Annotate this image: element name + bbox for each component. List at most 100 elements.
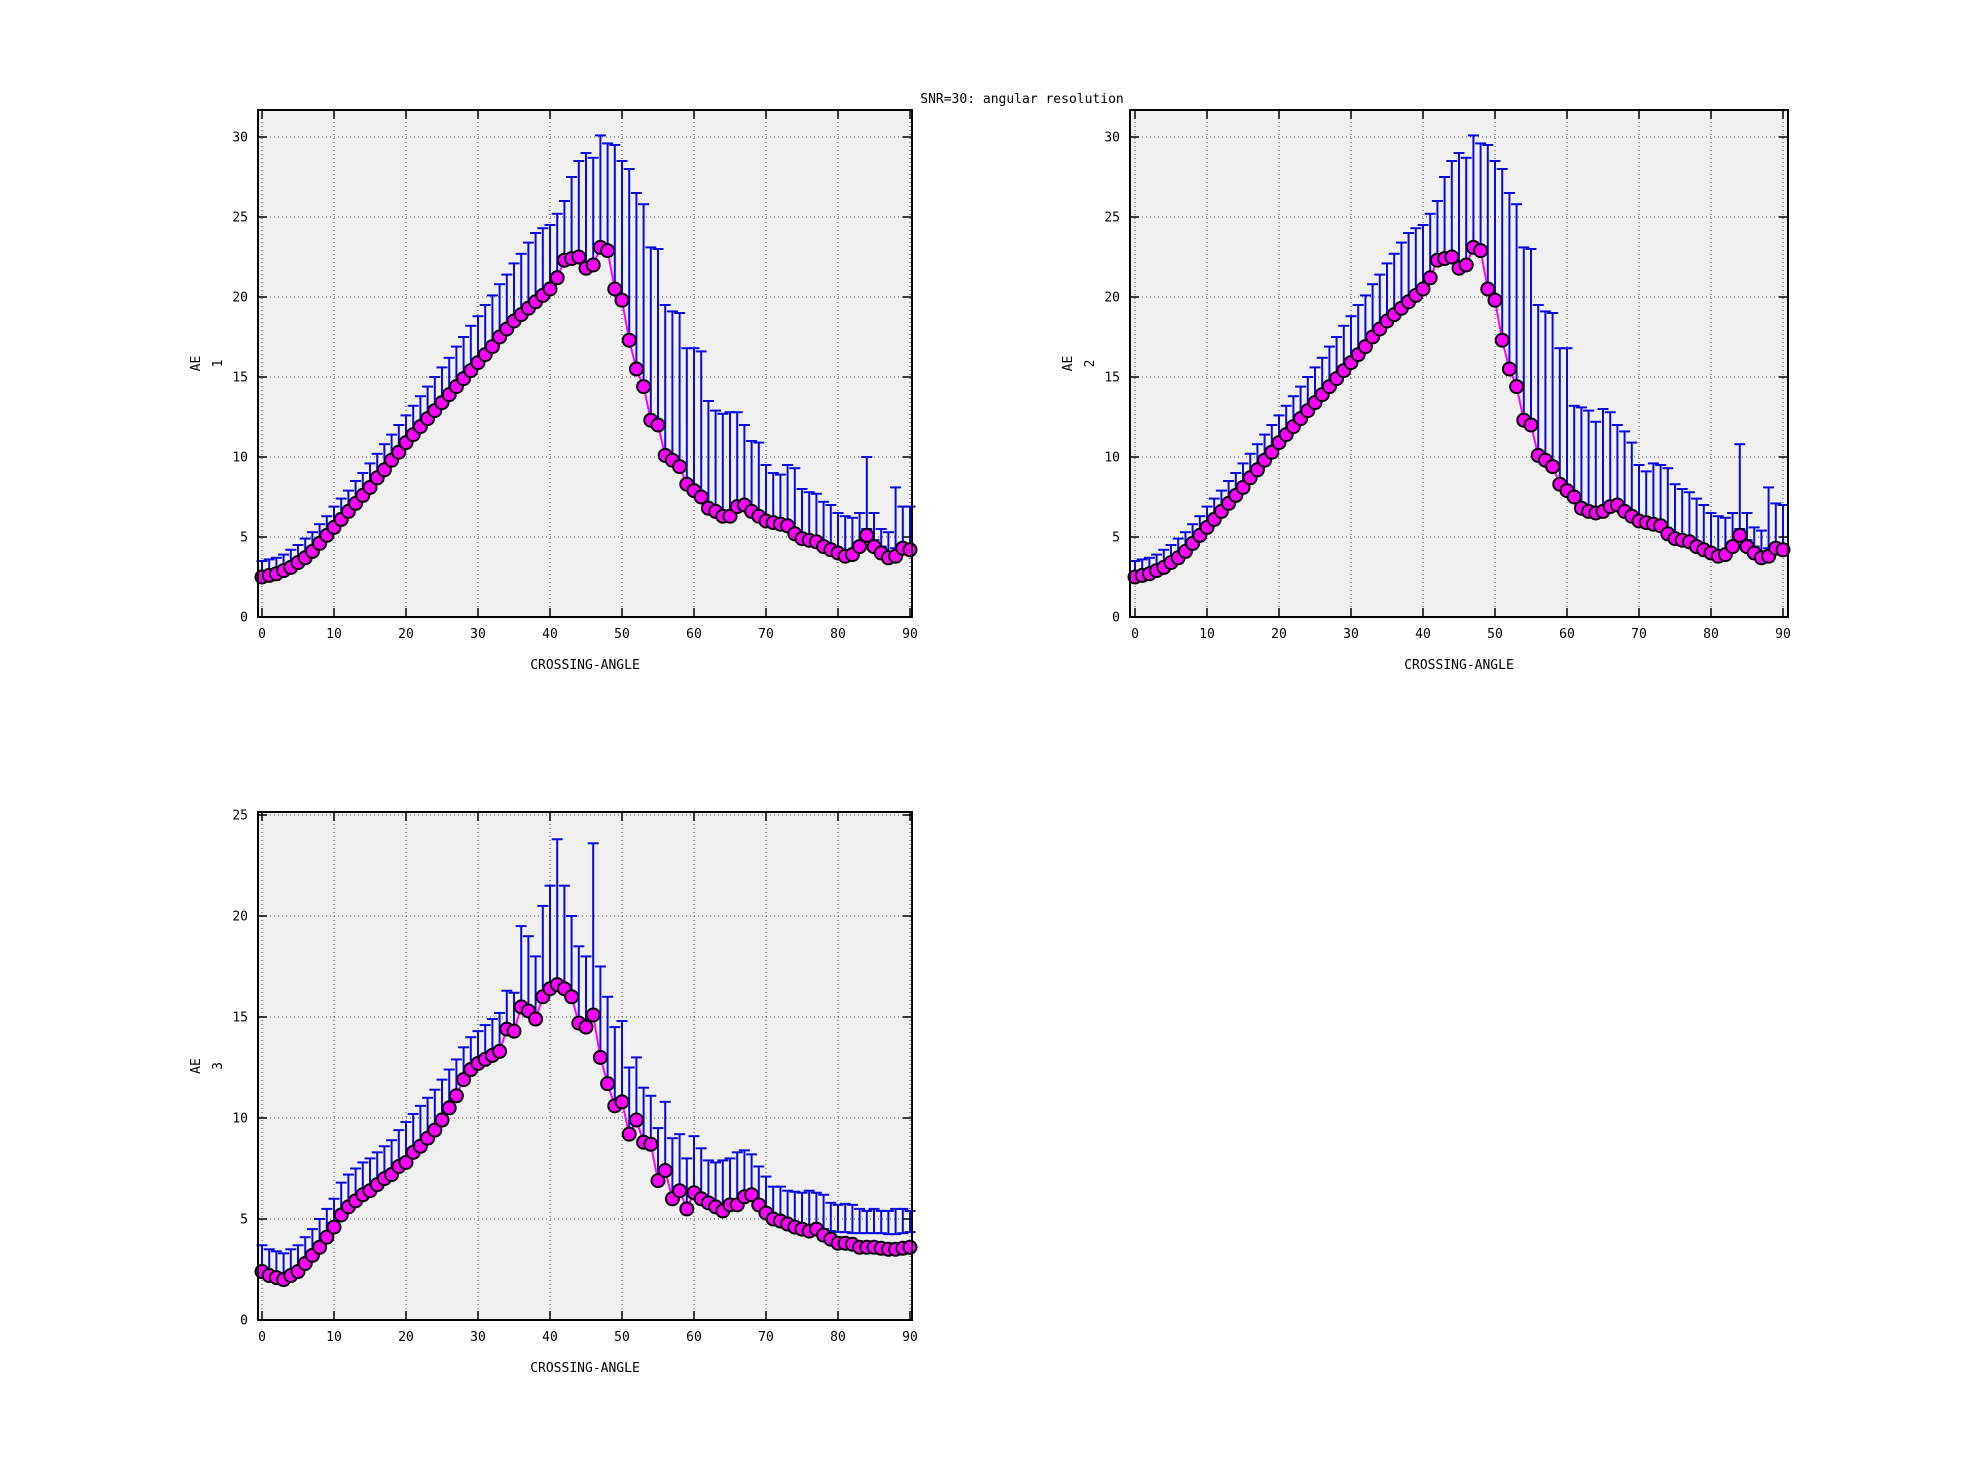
data-point <box>859 527 875 543</box>
data-point <box>506 1023 522 1039</box>
x-tick-label: 80 <box>830 627 846 642</box>
data-point <box>607 281 623 297</box>
data-point <box>621 1126 637 1142</box>
figure-title: SNR=30: angular resolution <box>920 92 1124 107</box>
data-point <box>600 243 616 259</box>
data-point <box>1494 332 1510 348</box>
data-point <box>1545 459 1561 475</box>
data-point <box>571 249 587 265</box>
data-point <box>578 1019 594 1035</box>
data-point <box>902 1239 918 1255</box>
data-point <box>1523 417 1539 433</box>
x-tick-label: 90 <box>902 1330 918 1345</box>
plot-border <box>257 109 913 618</box>
data-point <box>621 332 637 348</box>
y-tick-label: 10 <box>1104 451 1120 466</box>
data-point <box>427 1122 443 1138</box>
y-tick-label: 25 <box>1104 211 1120 226</box>
x-tick-label: 90 <box>902 627 918 642</box>
data-point <box>1487 292 1503 308</box>
data-point <box>1480 281 1496 297</box>
data-point <box>542 281 558 297</box>
y-tick-label: 15 <box>232 371 248 386</box>
data-point <box>672 459 688 475</box>
data-point <box>564 989 580 1005</box>
x-tick-label: 10 <box>326 1330 342 1345</box>
y-tick-label: 30 <box>1104 131 1120 146</box>
y-tick-label: 10 <box>232 1112 248 1127</box>
data-point <box>1415 281 1431 297</box>
data-point <box>441 1100 457 1116</box>
data-point <box>600 1076 616 1092</box>
data-point <box>434 1112 450 1128</box>
x-tick-label: 20 <box>398 627 414 642</box>
data-point <box>643 1136 659 1152</box>
data-point <box>492 1043 508 1059</box>
y-axis-label: AE 2 <box>1061 356 1098 372</box>
x-tick-label: 20 <box>398 1330 414 1345</box>
x-tick-label: 30 <box>470 627 486 642</box>
x-tick-label: 40 <box>1415 627 1431 642</box>
x-tick-label: 60 <box>686 1330 702 1345</box>
data-point <box>1732 527 1748 543</box>
x-tick-label: 80 <box>1703 627 1719 642</box>
data-point <box>650 1173 666 1189</box>
x-tick-label: 60 <box>686 627 702 642</box>
x-tick-label: 50 <box>614 1330 630 1345</box>
data-point <box>657 1163 673 1179</box>
plot-ae3: 0 10 20 30 40 50 60 70 80 90 0 5 10 15 20 25 CROSSING-AN… <box>189 809 918 1377</box>
y-tick-label: 20 <box>232 910 248 925</box>
data-point <box>592 1049 608 1065</box>
x-tick-label: 0 <box>258 627 266 642</box>
data-point <box>585 257 601 273</box>
data-point <box>1473 243 1489 259</box>
x-tick-label: 70 <box>758 1330 774 1345</box>
x-tick-label: 30 <box>1343 627 1359 642</box>
data-point <box>398 1154 414 1170</box>
y-tick-label: 25 <box>232 809 248 824</box>
y-tick-label: 20 <box>1104 291 1120 306</box>
data-point <box>852 539 868 555</box>
y-tick-label: 5 <box>240 1213 248 1228</box>
data-point <box>650 417 666 433</box>
x-tick-label: 70 <box>1631 627 1647 642</box>
y-tick-label: 0 <box>1112 611 1120 626</box>
data-point <box>679 1201 695 1217</box>
x-tick-label: 40 <box>542 1330 558 1345</box>
data-point <box>456 1072 472 1088</box>
plot-ae1: 0 10 20 30 40 50 60 70 80 90 0 5 10 15 20 25 30 CROSSING-… <box>189 109 918 673</box>
data-point <box>693 489 709 505</box>
y-tick-label: 0 <box>240 611 248 626</box>
data-point <box>744 1187 760 1203</box>
data-point <box>614 292 630 308</box>
data-point <box>326 1219 342 1235</box>
x-tick-label: 80 <box>830 1330 846 1345</box>
plot-border <box>257 811 913 1321</box>
data-point <box>1509 379 1525 395</box>
data-point <box>902 542 918 558</box>
data-point <box>1422 270 1438 286</box>
x-tick-label: 90 <box>1775 627 1791 642</box>
y-axis-label: AE 1 <box>189 356 226 372</box>
x-tick-label: 60 <box>1559 627 1575 642</box>
y-tick-label: 20 <box>232 291 248 306</box>
x-tick-label: 70 <box>758 627 774 642</box>
y-tick-label: 15 <box>232 1011 248 1026</box>
x-tick-label: 40 <box>542 627 558 642</box>
x-tick-label: 0 <box>1131 627 1139 642</box>
y-tick-label: 5 <box>1112 531 1120 546</box>
x-tick-label: 20 <box>1271 627 1287 642</box>
plot-border <box>1129 109 1789 618</box>
plot-area <box>258 812 912 1320</box>
data-point <box>636 379 652 395</box>
data-point <box>549 270 565 286</box>
data-point <box>1725 539 1741 555</box>
y-tick-label: 0 <box>240 1314 248 1329</box>
data-point <box>672 1183 688 1199</box>
x-tick-label: 50 <box>1487 627 1503 642</box>
x-tick-label: 30 <box>470 1330 486 1345</box>
data-point <box>1775 542 1791 558</box>
x-tick-label: 10 <box>326 627 342 642</box>
x-axis-label: CROSSING-ANGLE <box>1404 658 1514 673</box>
